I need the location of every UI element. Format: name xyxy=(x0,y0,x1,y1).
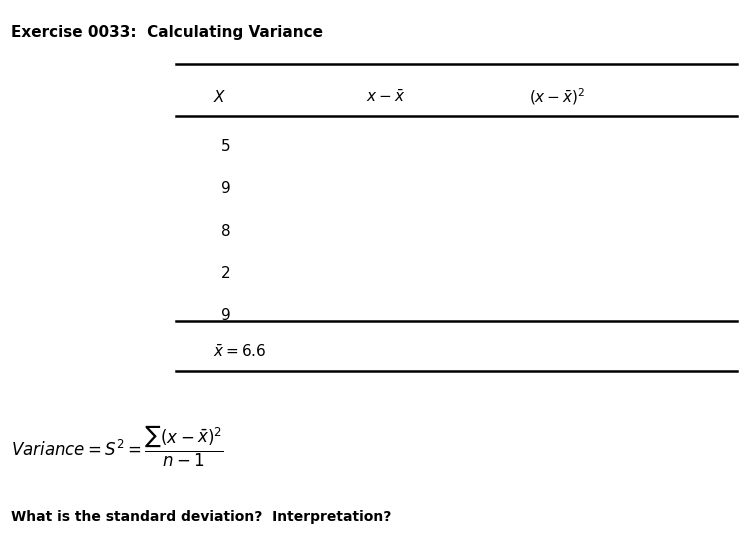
Text: $\bar{x}=6.6$: $\bar{x}=6.6$ xyxy=(213,343,266,360)
Text: Exercise 0033:  Calculating Variance: Exercise 0033: Calculating Variance xyxy=(11,25,323,40)
Text: $(x-\bar{x})^2$: $(x-\bar{x})^2$ xyxy=(529,86,586,107)
Text: 5: 5 xyxy=(221,139,230,155)
Text: 9: 9 xyxy=(221,181,230,197)
Text: What is the standard deviation?  Interpretation?: What is the standard deviation? Interpre… xyxy=(11,510,392,524)
Text: $x-\bar{x}$: $x-\bar{x}$ xyxy=(366,89,405,105)
Text: 9: 9 xyxy=(221,307,230,323)
Text: $\mathit{Variance} = S^2 = \dfrac{\sum(x-\bar{x})^2}{n-1}$: $\mathit{Variance} = S^2 = \dfrac{\sum(x… xyxy=(11,423,224,469)
Text: 8: 8 xyxy=(221,223,230,239)
Text: 2: 2 xyxy=(221,265,230,281)
Text: $\mathit{X}$: $\mathit{X}$ xyxy=(213,89,227,105)
